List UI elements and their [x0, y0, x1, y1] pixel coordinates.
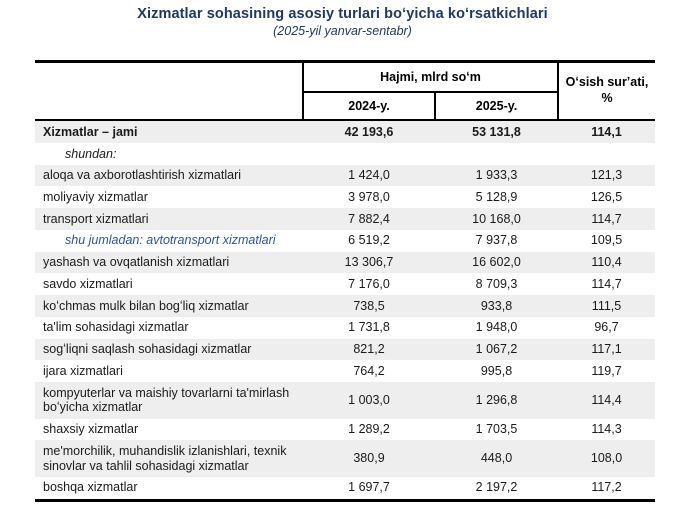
value-2024: [303, 143, 435, 165]
value-2025: 1 933,3: [435, 164, 559, 187]
table-row: me'morchilik, muhandislik izlanishlari, …: [35, 440, 656, 477]
value-2024: 821,2: [303, 338, 435, 361]
row-label: aloqa va axborotlashtirish xizmatlari: [35, 164, 303, 187]
page-title: Xizmatlar sohasining asosiy turlari boʻy…: [137, 6, 548, 22]
value-growth: 96,7: [594, 320, 619, 335]
table-row-total: Xizmatlar – jami 42 193,6 53 131,8 114,1: [35, 120, 656, 143]
column-group-volume: Hajmi, mlrd soʻm: [301, 61, 560, 93]
value-growth: [558, 143, 655, 165]
column-header-growth: Oʻsish surʼati, %: [557, 61, 656, 121]
value-2024: 42 193,6: [303, 120, 435, 143]
value-2024: 1 731,8: [348, 320, 390, 335]
value-2025: [435, 143, 558, 165]
table-row-section: shundan:: [35, 143, 655, 165]
row-label: sogʻliqni saqlash sohasidagi xizmatlar: [35, 338, 303, 361]
value-growth: 108,0: [558, 440, 656, 477]
value-2024: 380,9: [303, 440, 435, 477]
value-2024: 1 697,7: [348, 480, 390, 495]
table-row: shaxsiy xizmatlar 1 289,2 1 703,5 114,3: [35, 419, 655, 441]
value-2024: 3 978,0: [348, 189, 390, 204]
value-2025: 16 602,0: [435, 251, 559, 274]
header-row-group: Hajmi, mlrd soʻm Oʻsish surʼati, %: [35, 61, 656, 121]
title-block: Xizmatlar sohasining asosiy turlari boʻy…: [0, 0, 685, 38]
value-2024: 7 176,0: [348, 276, 390, 291]
table-row: boshqa xizmatlar 1 697,7 2 197,2 117,2: [35, 477, 655, 500]
value-2025: 933,8: [435, 295, 559, 317]
table-row: kompyuterlar va maishiy tovarlarni ta'mi…: [35, 382, 656, 419]
row-label: shu jumladan: avtotransport xizmatlari: [65, 233, 276, 248]
value-growth: 117,1: [558, 338, 656, 361]
services-indicators-table: Hajmi, mlrd soʻm Oʻsish surʼati, % 2024-…: [35, 60, 656, 502]
row-label: shaxsiy xizmatlar: [43, 422, 139, 436]
row-label: ta'lim sohasidagi xizmatlar: [43, 320, 189, 335]
table-body: Xizmatlar – jami 42 193,6 53 131,8 114,1…: [35, 120, 656, 500]
value-growth: 119,7: [591, 363, 622, 378]
value-2025: 448,0: [435, 440, 559, 477]
value-2024: 1 003,0: [303, 382, 435, 419]
value-growth: 117,2: [591, 480, 622, 495]
table-row: ijara xizmatlari 764,2 995,8 119,7: [35, 360, 655, 382]
value-2025: 10 168,0: [435, 208, 559, 230]
row-label: ijara xizmatlari: [43, 363, 123, 378]
value-2024: 7 882,4: [303, 208, 435, 230]
value-2024: 13 306,7: [303, 251, 435, 274]
value-2025: 995,8: [480, 363, 513, 378]
row-label: kompyuterlar va maishiy tovarlarni ta'mi…: [35, 382, 303, 419]
value-growth: 114,4: [558, 382, 656, 419]
table-row: sogʻliqni saqlash sohasidagi xizmatlar 8…: [35, 338, 656, 361]
value-2025: 8 709,3: [475, 276, 518, 291]
table-row-subitem: shu jumladan: avtotransport xizmatlari 6…: [35, 230, 655, 252]
value-2025: 7 937,8: [475, 233, 518, 248]
table-header: Hajmi, mlrd soʻm Oʻsish surʼati, % 2024-…: [35, 61, 656, 121]
table-row: ta'lim sohasidagi xizmatlar 1 731,8 1 94…: [35, 317, 655, 339]
value-2025: 1 703,5: [475, 422, 518, 436]
column-header-2025: 2025-y.: [435, 92, 560, 121]
row-label: me'morchilik, muhandislik izlanishlari, …: [35, 440, 303, 477]
value-growth: 111,5: [558, 295, 656, 317]
value-growth: 110,4: [558, 251, 656, 274]
row-label: savdo xizmatlari: [43, 276, 133, 291]
header-row-years: 2024-y. 2025-y.: [35, 92, 655, 121]
row-label: boshqa xizmatlar: [43, 480, 138, 495]
table-row: yashash va ovqatlanish xizmatlari 13 306…: [35, 251, 656, 274]
corner-empty-cell-2: [35, 92, 303, 121]
value-growth: 114,7: [558, 208, 656, 230]
row-label: Xizmatlar – jami: [35, 120, 303, 143]
value-2024: 6 519,2: [348, 233, 390, 248]
value-2024: 764,2: [353, 363, 385, 378]
value-2025: 2 197,2: [475, 480, 518, 495]
column-header-2024: 2024-y.: [302, 92, 436, 121]
value-growth: 126,5: [590, 189, 623, 204]
table-row: moliyaviy xizmatlar 3 978,0 5 128,9 126,…: [35, 186, 655, 208]
row-label: koʻchmas mulk bilan bogʻliq xizmatlar: [35, 295, 303, 317]
row-label: shundan:: [65, 146, 117, 161]
table-row: savdo xizmatlari 7 176,0 8 709,3 114,7: [35, 273, 655, 295]
corner-empty-cell: [35, 61, 303, 92]
value-growth: 109,5: [590, 233, 623, 248]
table-row: koʻchmas mulk bilan bogʻliq xizmatlar 73…: [35, 295, 656, 317]
row-label: transport xizmatlari: [35, 208, 303, 230]
row-label: yashash va ovqatlanish xizmatlari: [35, 251, 303, 274]
value-growth: 121,3: [558, 164, 656, 187]
value-2024: 1 424,0: [303, 164, 435, 187]
value-2025: 1 067,2: [435, 338, 559, 361]
table-row: aloqa va axborotlashtirish xizmatlari 1 …: [35, 164, 656, 187]
value-2025: 1 948,0: [475, 320, 518, 335]
page-subtitle: (2025-yil yanvar-sentabr): [273, 24, 412, 38]
value-growth: 114,7: [591, 276, 622, 291]
value-growth: 114,1: [558, 120, 656, 143]
value-2024: 738,5: [303, 295, 435, 317]
value-2025: 5 128,9: [475, 189, 518, 204]
value-growth: 114,3: [591, 422, 622, 436]
value-2025: 1 296,8: [435, 382, 559, 419]
table-row: transport xizmatlari 7 882,4 10 168,0 11…: [35, 208, 656, 230]
value-2025: 53 131,8: [435, 120, 559, 143]
value-2024: 1 289,2: [348, 422, 390, 436]
row-label: moliyaviy xizmatlar: [43, 189, 148, 204]
